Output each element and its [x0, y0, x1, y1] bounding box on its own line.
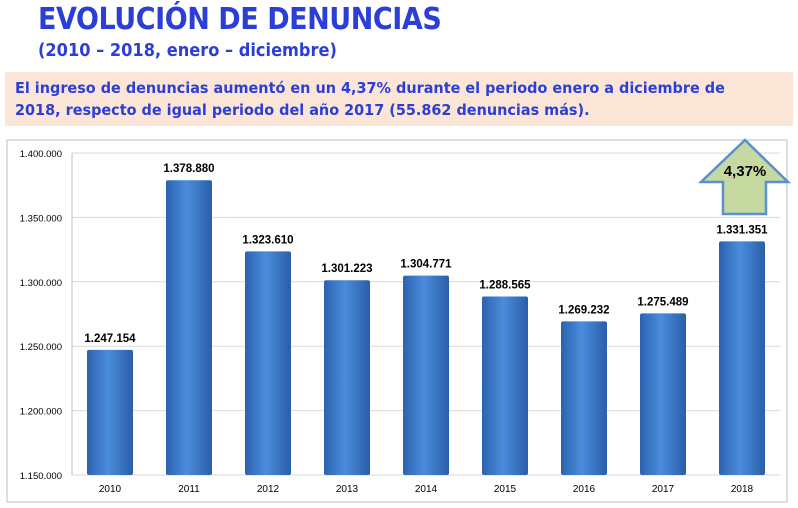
bar-chart: 1.150.000 1.200.000 1.250.000 1.300.000 1.35…	[6, 138, 792, 503]
y-tick-label: 1.350.000	[20, 213, 62, 224]
x-tick-label: 2015	[494, 484, 517, 495]
data-label: 1.301.223	[321, 263, 372, 275]
page-title: EVOLUCIÓN DE DENUNCIAS	[38, 2, 442, 37]
summary-box: El ingreso de denuncias aumentó en un 4,…	[5, 72, 793, 126]
page-subtitle: (2010 – 2018, enero – diciembre)	[38, 40, 337, 61]
bar-2012	[245, 251, 291, 475]
data-label: 1.269.232	[558, 304, 609, 316]
data-label: 1.378.880	[163, 163, 214, 175]
summary-text: El ingreso de denuncias aumentó en un 4,…	[15, 79, 725, 119]
y-tick-label: 1.300.000	[20, 278, 62, 289]
data-label: 1.323.610	[242, 234, 293, 246]
bar-2016	[561, 321, 607, 475]
x-tick-label: 2016	[573, 484, 596, 495]
bar-2015	[482, 296, 528, 475]
increase-annotation: 4,37%	[724, 163, 767, 180]
bar-2017	[640, 313, 686, 475]
x-tick-label: 2011	[178, 484, 200, 495]
bar-2013	[324, 280, 370, 475]
bar-2011	[166, 180, 212, 475]
increase-arrow-icon: 4,37%	[697, 138, 792, 216]
data-label: 1.331.351	[716, 224, 768, 236]
x-tick-label: 2013	[336, 484, 359, 495]
y-tick-label: 1.250.000	[20, 342, 62, 353]
y-tick-label: 1.400.000	[20, 149, 62, 160]
bar-2010	[87, 349, 133, 475]
x-tick-label: 2017	[652, 484, 675, 495]
x-tick-label: 2014	[415, 484, 438, 495]
x-tick-label: 2010	[99, 484, 122, 495]
y-tick-label: 1.150.000	[20, 471, 62, 482]
y-tick-label: 1.200.000	[20, 407, 62, 418]
data-label: 1.288.565	[479, 280, 531, 292]
bar-2018	[719, 241, 765, 475]
data-label: 1.304.771	[400, 259, 452, 271]
x-tick-label: 2018	[731, 484, 754, 495]
bar-2014	[403, 275, 449, 475]
data-label: 1.247.154	[84, 333, 136, 345]
x-tick-label: 2012	[257, 484, 280, 495]
data-label: 1.275.489	[637, 296, 688, 308]
